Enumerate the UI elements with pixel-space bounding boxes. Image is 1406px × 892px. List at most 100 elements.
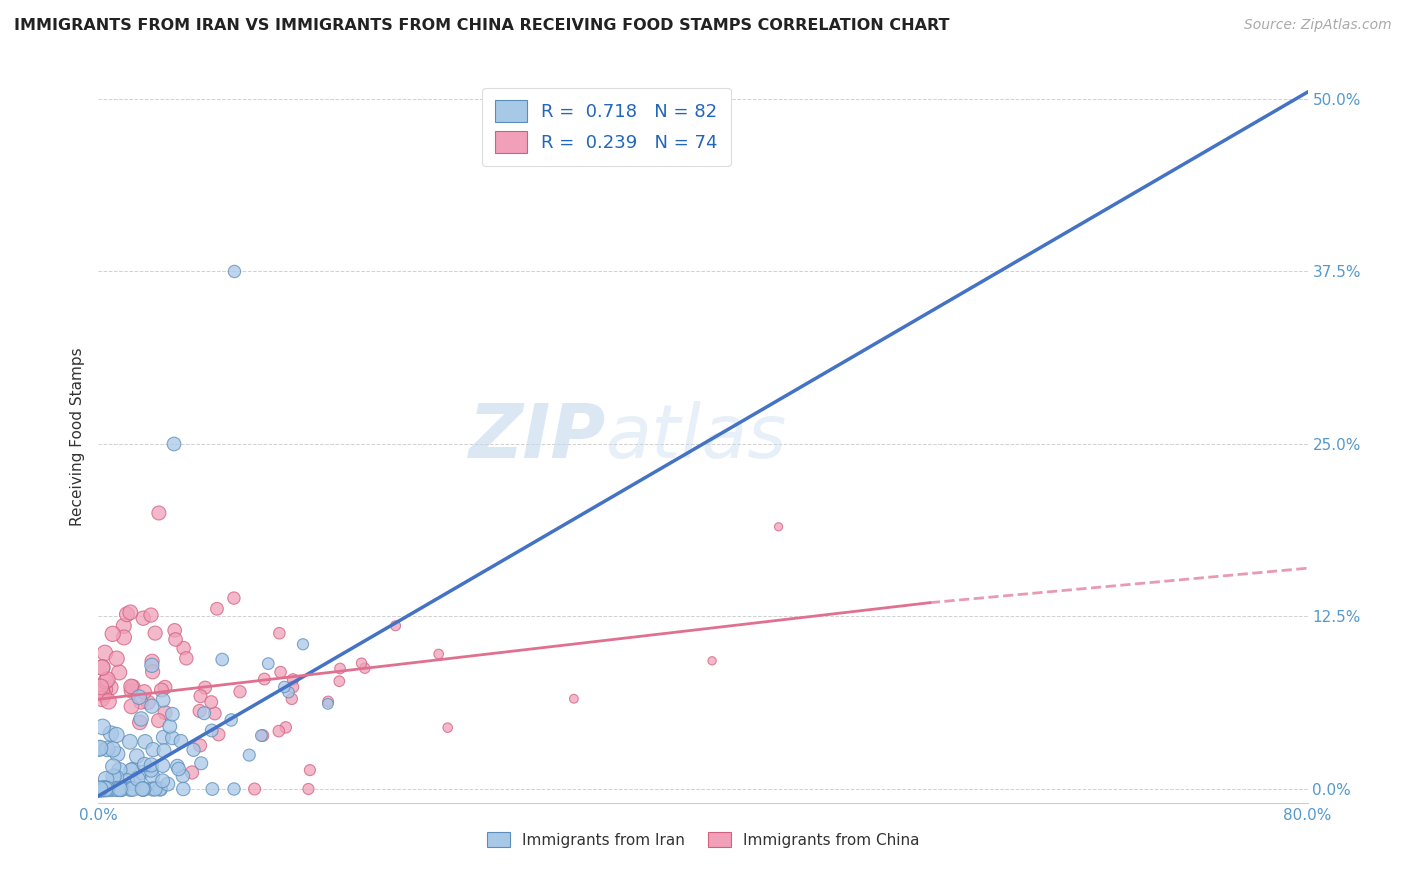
Point bbox=[139, 608, 162, 623]
Point bbox=[122, 776, 145, 790]
Point bbox=[112, 619, 135, 633]
Point bbox=[201, 782, 224, 797]
Point bbox=[152, 693, 174, 707]
Point bbox=[118, 735, 141, 749]
Point bbox=[253, 672, 276, 686]
Point bbox=[166, 759, 188, 773]
Point bbox=[134, 685, 156, 699]
Point bbox=[270, 665, 292, 679]
Point bbox=[87, 741, 110, 756]
Point bbox=[274, 720, 297, 734]
Point bbox=[125, 749, 148, 764]
Point bbox=[148, 506, 170, 520]
Point bbox=[129, 695, 152, 709]
Point bbox=[105, 782, 128, 797]
Point bbox=[94, 646, 117, 660]
Point bbox=[427, 647, 450, 661]
Point bbox=[170, 734, 193, 748]
Point bbox=[204, 706, 226, 721]
Point bbox=[269, 626, 291, 640]
Point bbox=[89, 782, 111, 797]
Point bbox=[208, 727, 231, 741]
Point bbox=[128, 715, 150, 730]
Point bbox=[87, 782, 110, 797]
Point bbox=[91, 782, 114, 797]
Point bbox=[142, 665, 165, 679]
Point bbox=[153, 680, 176, 694]
Point bbox=[768, 520, 790, 534]
Point bbox=[188, 704, 211, 718]
Point bbox=[121, 699, 143, 714]
Point bbox=[201, 723, 224, 738]
Point bbox=[205, 602, 228, 616]
Point bbox=[273, 680, 295, 694]
Point bbox=[152, 731, 174, 745]
Point bbox=[94, 772, 117, 786]
Point bbox=[132, 782, 155, 797]
Point bbox=[163, 624, 186, 638]
Point bbox=[105, 651, 128, 665]
Point bbox=[115, 607, 138, 622]
Point bbox=[152, 773, 174, 788]
Point bbox=[281, 680, 304, 694]
Point bbox=[141, 758, 163, 772]
Point bbox=[129, 712, 152, 726]
Point bbox=[384, 619, 406, 633]
Point bbox=[222, 591, 245, 605]
Point bbox=[91, 660, 114, 674]
Point bbox=[111, 782, 134, 797]
Point bbox=[120, 764, 142, 778]
Point bbox=[172, 782, 194, 797]
Point bbox=[141, 654, 163, 668]
Point bbox=[121, 782, 143, 797]
Point bbox=[172, 769, 194, 783]
Point bbox=[200, 695, 222, 709]
Point bbox=[134, 735, 156, 749]
Point bbox=[159, 719, 181, 733]
Point bbox=[108, 763, 131, 777]
Point bbox=[316, 697, 339, 711]
Point bbox=[224, 264, 246, 278]
Point bbox=[156, 777, 179, 791]
Point bbox=[436, 721, 458, 735]
Point bbox=[105, 747, 128, 761]
Point bbox=[143, 626, 166, 640]
Point bbox=[141, 769, 163, 783]
Point bbox=[108, 782, 131, 797]
Point bbox=[181, 765, 204, 780]
Point bbox=[90, 691, 112, 706]
Point bbox=[120, 680, 142, 694]
Point bbox=[100, 726, 122, 740]
Point bbox=[96, 742, 118, 756]
Point bbox=[153, 744, 176, 758]
Point bbox=[115, 774, 138, 789]
Point bbox=[91, 660, 114, 674]
Point bbox=[103, 759, 125, 773]
Point bbox=[132, 611, 155, 625]
Text: IMMIGRANTS FROM IRAN VS IMMIGRANTS FROM CHINA RECEIVING FOOD STAMPS CORRELATION : IMMIGRANTS FROM IRAN VS IMMIGRANTS FROM … bbox=[14, 18, 949, 33]
Point bbox=[148, 714, 170, 728]
Point bbox=[176, 651, 198, 665]
Point bbox=[149, 782, 172, 797]
Point bbox=[101, 782, 124, 797]
Text: ZIP: ZIP bbox=[470, 401, 606, 474]
Point bbox=[100, 681, 122, 695]
Point bbox=[190, 689, 212, 703]
Point bbox=[141, 658, 163, 673]
Point bbox=[329, 661, 352, 675]
Point bbox=[150, 683, 173, 698]
Point bbox=[89, 741, 111, 756]
Point bbox=[267, 724, 290, 739]
Point bbox=[91, 720, 114, 734]
Point bbox=[250, 729, 273, 743]
Point bbox=[165, 632, 187, 647]
Point bbox=[350, 656, 373, 670]
Point bbox=[93, 688, 115, 702]
Point bbox=[173, 641, 195, 656]
Point bbox=[194, 681, 217, 695]
Point bbox=[141, 699, 163, 714]
Point bbox=[190, 756, 212, 771]
Text: atlas: atlas bbox=[606, 401, 787, 473]
Point bbox=[562, 691, 585, 706]
Point bbox=[134, 757, 156, 772]
